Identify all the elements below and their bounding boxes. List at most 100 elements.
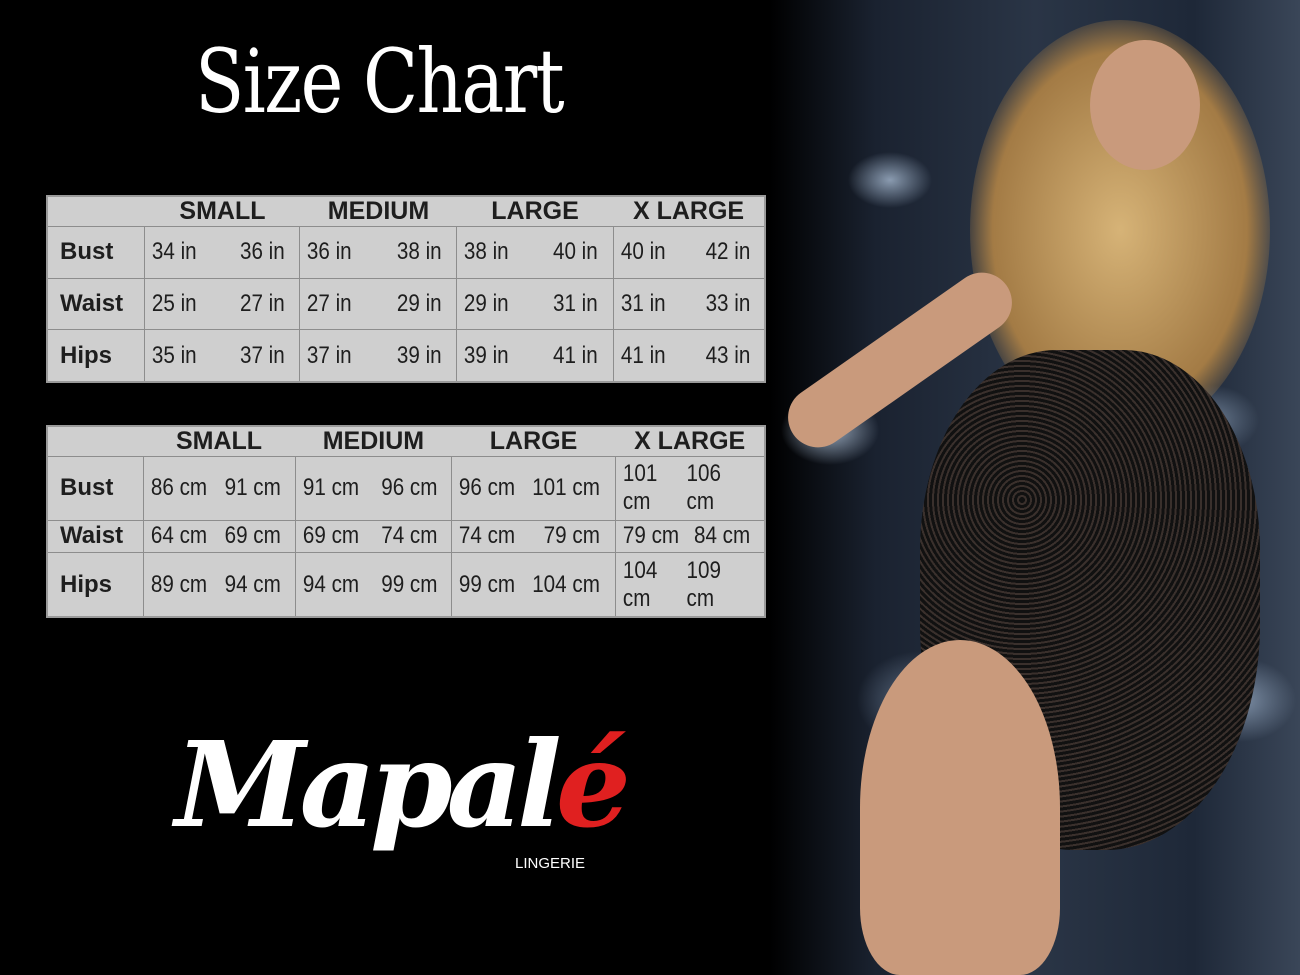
min-value: 41 in bbox=[620, 341, 666, 369]
max-value: 40 in bbox=[553, 238, 599, 266]
range: 31 in 33 in bbox=[614, 290, 759, 318]
row-label: Bust bbox=[46, 226, 146, 279]
max-value: 31 in bbox=[553, 289, 599, 317]
size-cell: 91 cm 96 cm bbox=[294, 456, 453, 521]
size-header: X LARGE bbox=[632, 197, 745, 225]
range: 79 cm 84 cm bbox=[616, 522, 759, 550]
size-header: LARGE bbox=[489, 427, 578, 455]
range: 101 cm 106 cm bbox=[616, 460, 759, 516]
size-cell: 34 in 36 in bbox=[144, 226, 301, 279]
max-value: 91 cm bbox=[224, 474, 281, 502]
size-header: SMALL bbox=[179, 197, 266, 225]
min-value: 39 in bbox=[464, 341, 510, 369]
row-label: Waist bbox=[46, 519, 144, 554]
range: 25 in 27 in bbox=[145, 290, 293, 318]
logo-text: Mapal bbox=[175, 715, 562, 854]
max-value: 96 cm bbox=[380, 474, 437, 502]
max-value: 36 in bbox=[240, 238, 286, 266]
min-value: 96 cm bbox=[459, 474, 516, 502]
size-header: SMALL bbox=[175, 427, 263, 455]
min-value: 31 in bbox=[620, 289, 666, 317]
page-title: Size Chart bbox=[195, 30, 565, 133]
range: 37 in 39 in bbox=[300, 342, 450, 370]
max-value: 106 cm bbox=[686, 460, 721, 516]
size-cell: 40 in 42 in bbox=[612, 226, 766, 279]
table-row: Waist 64 cm 69 cm 69 cm 74 cm 74 cm 79 cm 79 cm… bbox=[46, 519, 766, 554]
max-value: 101 cm bbox=[532, 474, 601, 502]
range: 36 in 38 in bbox=[300, 238, 450, 266]
row-label: Hips bbox=[46, 552, 144, 618]
size-cell: 94 cm 99 cm bbox=[294, 552, 453, 618]
min-value: 101 cm bbox=[622, 460, 658, 516]
max-value: 29 in bbox=[397, 289, 443, 317]
min-value: 86 cm bbox=[150, 474, 207, 502]
range: 91 cm 96 cm bbox=[296, 474, 446, 502]
size-table-cm: SMALL MEDIUM LARGE X LARGE Bust 86 cm 91 c… bbox=[46, 425, 766, 618]
size-cell: 69 cm 74 cm bbox=[294, 519, 453, 554]
max-value: 104 cm bbox=[532, 570, 601, 598]
range: 34 in 36 in bbox=[145, 238, 293, 266]
table-row: Hips 35 in 37 in 37 in 39 in 39 in 41 in 41 in 4… bbox=[46, 329, 766, 383]
size-cell: 39 in 41 in bbox=[456, 329, 614, 383]
size-cell: 36 in 38 in bbox=[299, 226, 458, 279]
size-cell: 27 in 29 in bbox=[299, 277, 458, 331]
max-value: 33 in bbox=[705, 289, 750, 317]
max-value: 37 in bbox=[240, 341, 286, 369]
min-value: 25 in bbox=[152, 289, 198, 317]
corner-cell bbox=[47, 196, 145, 227]
brand-logo: Mapalé bbox=[175, 715, 631, 854]
max-value: 41 in bbox=[553, 341, 599, 369]
size-cell: 74 cm 79 cm bbox=[451, 519, 616, 554]
range: 94 cm 99 cm bbox=[296, 571, 446, 599]
min-value: 29 in bbox=[464, 289, 510, 317]
size-cell: 79 cm 84 cm bbox=[614, 519, 766, 554]
max-value: 38 in bbox=[397, 238, 443, 266]
size-header: MEDIUM bbox=[322, 427, 425, 455]
range: 38 in 40 in bbox=[457, 238, 606, 266]
min-value: 27 in bbox=[307, 289, 353, 317]
range: 104 cm 109 cm bbox=[616, 557, 759, 613]
size-header: X LARGE bbox=[634, 427, 746, 455]
max-value: 27 in bbox=[240, 289, 286, 317]
min-value: 91 cm bbox=[302, 474, 359, 502]
min-value: 79 cm bbox=[622, 522, 679, 550]
max-value: 42 in bbox=[705, 238, 750, 266]
range: 40 in 42 in bbox=[614, 238, 759, 266]
min-value: 36 in bbox=[307, 238, 353, 266]
size-cell: 101 cm 106 cm bbox=[614, 456, 766, 521]
range: 41 in 43 in bbox=[614, 342, 759, 370]
range: 27 in 29 in bbox=[300, 290, 450, 318]
min-value: 69 cm bbox=[302, 522, 359, 550]
range: 64 cm 69 cm bbox=[144, 522, 289, 550]
min-value: 74 cm bbox=[459, 522, 516, 550]
min-value: 94 cm bbox=[302, 570, 359, 598]
size-table-inches: SMALL MEDIUM LARGE X LARGE Bust 34 in 36 i… bbox=[46, 195, 766, 383]
range: 69 cm 74 cm bbox=[296, 522, 446, 550]
range: 35 in 37 in bbox=[145, 342, 293, 370]
size-cell: 31 in 33 in bbox=[612, 277, 766, 331]
min-value: 64 cm bbox=[150, 522, 207, 550]
min-value: 35 in bbox=[152, 341, 198, 369]
size-cell: 96 cm 101 cm bbox=[451, 456, 616, 521]
min-value: 37 in bbox=[307, 341, 353, 369]
logo-accent: é bbox=[555, 715, 631, 854]
table-row: Hips 89 cm 94 cm 94 cm 99 cm 99 cm 104 cm 104 c… bbox=[46, 552, 766, 618]
size-cell: 29 in 31 in bbox=[456, 277, 614, 331]
model-leg bbox=[860, 640, 1060, 975]
size-cell: 99 cm 104 cm bbox=[451, 552, 616, 618]
size-cell: 38 in 40 in bbox=[456, 226, 614, 279]
size-cell: 35 in 37 in bbox=[144, 329, 301, 383]
table-row: Waist 25 in 27 in 27 in 29 in 29 in 31 in 31 in… bbox=[46, 277, 766, 331]
min-value: 89 cm bbox=[150, 570, 207, 598]
range: 99 cm 104 cm bbox=[452, 571, 608, 599]
table-row: Bust 86 cm 91 cm 91 cm 96 cm 96 cm 101 cm 101 c… bbox=[46, 456, 766, 521]
max-value: 69 cm bbox=[224, 522, 281, 550]
size-cell: 89 cm 94 cm bbox=[142, 552, 296, 618]
size-cell: 25 in 27 in bbox=[144, 277, 301, 331]
model-face bbox=[1090, 40, 1200, 170]
range: 96 cm 101 cm bbox=[452, 474, 608, 502]
min-value: 38 in bbox=[464, 238, 510, 266]
size-header: LARGE bbox=[491, 197, 579, 225]
size-cell: 37 in 39 in bbox=[299, 329, 458, 383]
min-value: 99 cm bbox=[459, 570, 516, 598]
